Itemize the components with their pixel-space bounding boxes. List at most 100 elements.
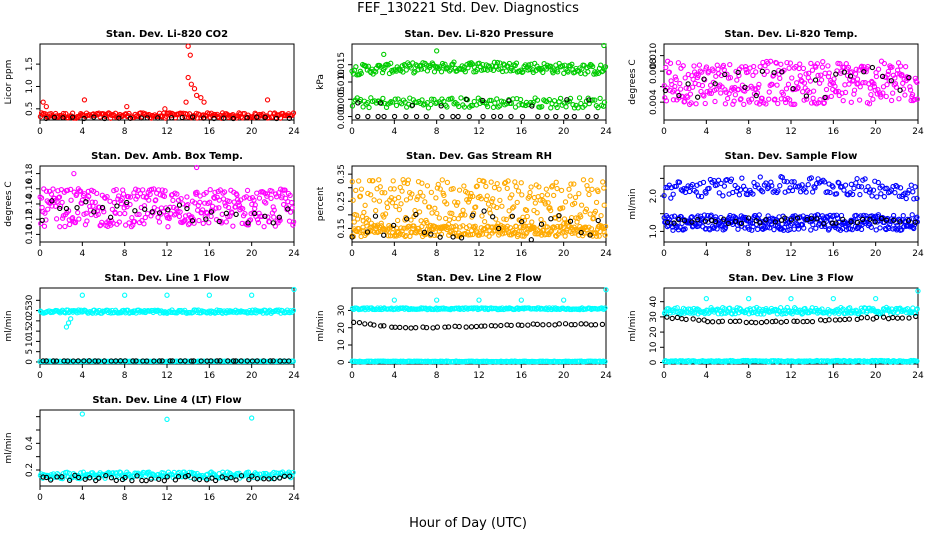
data-point [559,63,566,69]
data-point [148,476,154,482]
data-point [286,358,292,364]
data-point [729,85,735,91]
data-point [446,68,453,74]
data-point [696,317,702,323]
data-point [175,473,182,480]
data-point [535,113,541,120]
data-point [37,358,43,365]
data-point [811,216,817,222]
data-point [693,101,699,107]
data-point [74,205,80,211]
data-point [787,97,793,103]
x-tick-label: 4 [703,127,709,137]
data-point [455,216,462,222]
x-tick-label: 16 [204,249,216,259]
x-tick-label: 8 [122,493,128,503]
y-tick-label: 0.10 [25,224,35,244]
data-point [884,185,890,191]
data-point [669,214,675,220]
data-point [389,324,395,330]
data-point [729,218,736,225]
data-point [795,226,802,232]
data-point [449,95,455,101]
data-point [79,292,85,298]
data-point [76,216,82,222]
data-point [817,97,823,103]
data-point [871,81,877,87]
data-point [556,212,562,219]
data-point [191,86,198,92]
data-point [892,75,898,81]
data-point [675,216,682,223]
data-point [92,358,98,364]
x-tick-label: 20 [870,127,882,137]
x-tick-label: 24 [288,127,300,137]
data-point [418,66,425,72]
x-axis-caption: Hour of Day (UTC) [409,516,527,531]
data-point [107,198,113,204]
data-point [141,221,147,227]
data-point [592,208,599,214]
plot-title: Stan. Dev. Line 1 Flow [104,273,229,284]
data-point [712,81,718,87]
data-point [414,196,420,203]
data-point [854,219,861,226]
data-point [675,60,682,66]
x-tick-label: 16 [204,127,216,137]
data-point [900,212,906,219]
data-point [787,60,794,66]
x-tick-label: 16 [516,371,528,381]
data-point [381,232,387,238]
data-point [794,215,801,221]
data-point [902,64,909,70]
data-point [586,97,592,103]
y-axis-label: ml/min [4,310,14,341]
data-point [712,218,719,225]
data-point [673,76,679,83]
data-point [751,63,757,70]
data-point [879,73,886,80]
data-point [688,100,694,106]
y-axis-label: percent [316,186,326,221]
data-point [436,215,442,221]
data-point [575,105,581,111]
data-point [706,310,712,316]
data-point [822,179,828,185]
y-tick-label: 0 [337,359,347,365]
data-point [486,233,492,239]
data-point [225,358,231,364]
data-point [196,217,202,224]
data-point [735,86,742,92]
data-point [271,475,277,482]
x-tick-label: 12 [161,493,172,503]
data-point [771,226,777,233]
data-point [441,98,447,105]
data-point [75,114,82,120]
data-point [600,179,606,185]
data-point [383,228,390,234]
data-point [682,75,688,81]
data-point [170,197,176,203]
data-point [423,113,429,120]
data-point [365,100,371,106]
data-point [390,222,397,229]
data-point [554,223,561,230]
data-point [548,228,555,234]
data-point [800,65,807,72]
y-tick-label: 0.15 [337,218,347,238]
data-point [775,188,781,194]
data-point [563,113,570,120]
y-axis-label: ml/min [628,310,638,341]
data-point [99,219,105,226]
y-tick-label: 0.010 [337,69,347,95]
data-point [851,185,857,191]
data-point [211,115,217,122]
data-point [527,189,533,196]
y-tick-label: 40 [649,296,659,308]
plot-frame [39,165,295,243]
data-point [880,90,886,96]
data-point [200,220,206,227]
data-point [49,203,55,209]
data-point [470,212,476,218]
data-point [86,358,92,364]
